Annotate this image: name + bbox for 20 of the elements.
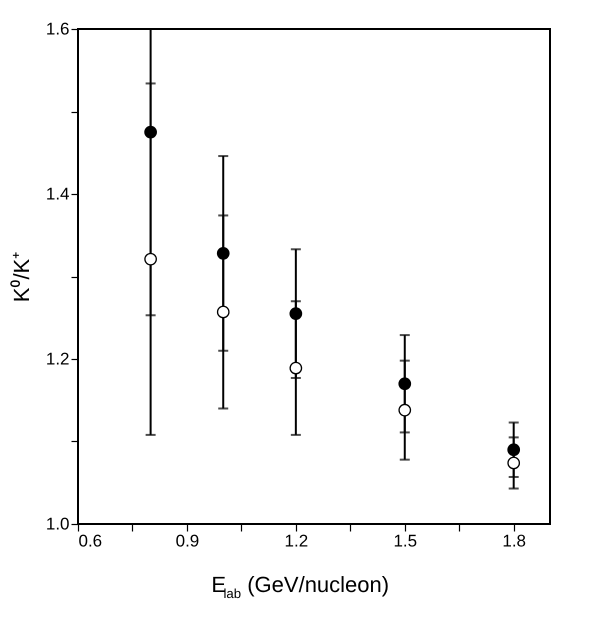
y-tick-label: 1.2 (46, 350, 70, 368)
point (144, 126, 157, 138)
x-tick-label: 1.5 (393, 532, 418, 550)
x-tick-label: 1.2 (284, 532, 308, 550)
x-tick-label: 0.9 (176, 532, 200, 550)
y-tick-label: 1.6 (46, 20, 70, 38)
point (144, 252, 157, 266)
point (507, 456, 520, 470)
y-axis-title: K⁰/K⁺ (8, 252, 34, 302)
y-tick-label: 1.0 (46, 514, 70, 534)
point (289, 362, 302, 374)
point (398, 377, 412, 390)
point (507, 443, 520, 456)
point (289, 307, 302, 320)
point (398, 404, 412, 416)
y-tick-label: 1.4 (46, 184, 70, 204)
point (216, 306, 230, 318)
x-tick-label: 0.6 (78, 532, 102, 550)
x-tick-label: 1.8 (502, 532, 526, 550)
point (216, 247, 230, 260)
